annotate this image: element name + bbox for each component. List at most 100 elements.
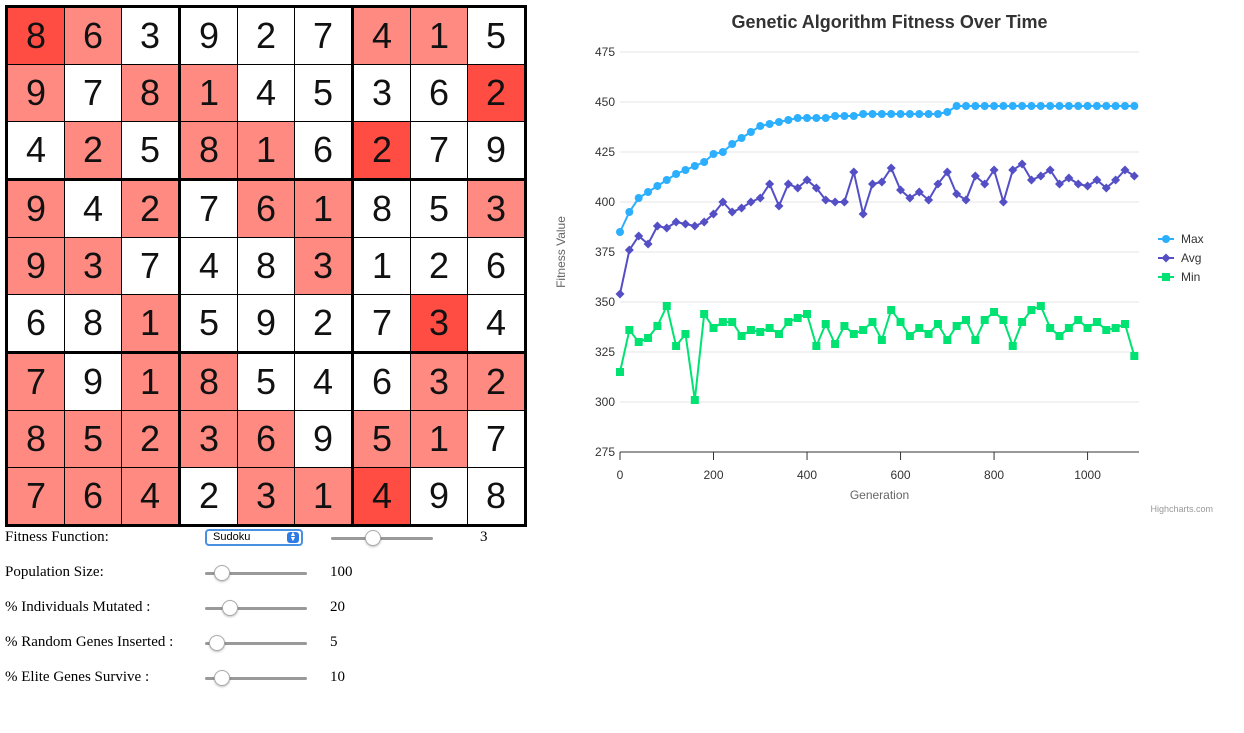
y-axis-label: Fitness Value <box>554 216 568 288</box>
data-point <box>1129 171 1139 181</box>
data-point <box>952 322 961 330</box>
data-point <box>737 203 747 213</box>
data-point <box>662 302 671 310</box>
data-point <box>830 197 840 207</box>
data-point <box>615 289 625 299</box>
data-point <box>887 306 896 314</box>
data-point <box>765 120 774 128</box>
data-point <box>1111 324 1120 332</box>
data-point <box>662 176 671 184</box>
sudoku-cell: 8 <box>179 352 238 411</box>
data-point <box>728 140 737 148</box>
sudoku-cell: 3 <box>467 179 527 238</box>
data-point <box>1092 102 1101 110</box>
data-point <box>858 209 868 219</box>
data-point <box>962 102 970 110</box>
sudoku-cell: 3 <box>237 467 295 527</box>
data-point <box>690 221 700 231</box>
data-point <box>999 102 1008 110</box>
sudoku-cell: 3 <box>352 64 411 122</box>
sudoku-cell: 5 <box>64 410 122 468</box>
sudoku-cell: 8 <box>237 237 295 295</box>
population-size-value: 100 <box>330 564 353 580</box>
data-point <box>644 188 653 196</box>
data-point <box>971 336 980 344</box>
data-point <box>616 368 624 376</box>
y-tick-label: 325 <box>595 345 615 359</box>
data-point <box>867 179 877 189</box>
data-point <box>783 179 793 189</box>
elite-genes-slider[interactable] <box>205 670 307 686</box>
x-tick-label: 0 <box>617 468 624 482</box>
slider-thumb[interactable] <box>209 635 226 651</box>
sudoku-cell: 9 <box>294 410 354 468</box>
data-point <box>849 112 858 120</box>
fitness-function-label: Fitness Function: <box>5 529 109 545</box>
data-point <box>681 330 690 338</box>
data-point <box>999 316 1008 324</box>
data-point <box>915 110 924 118</box>
data-point <box>924 110 933 118</box>
fitness-function-select[interactable]: Sudoku ▲ ▼ <box>205 529 303 546</box>
sudoku-cell: 6 <box>64 467 122 527</box>
mutated-slider[interactable] <box>205 600 307 616</box>
data-point <box>1083 181 1093 191</box>
sudoku-cell: 9 <box>237 294 295 354</box>
data-point <box>905 332 914 340</box>
sudoku-cell: 2 <box>467 352 527 411</box>
sudoku-cell: 2 <box>237 5 295 65</box>
data-point <box>933 110 942 118</box>
sudoku-cell: 2 <box>410 237 468 295</box>
random-genes-slider[interactable] <box>205 635 307 651</box>
sudoku-cell: 5 <box>352 410 411 468</box>
population-size-slider[interactable] <box>205 565 307 581</box>
data-point <box>727 207 737 217</box>
data-point <box>1064 324 1073 332</box>
slider-thumb[interactable] <box>365 530 382 546</box>
sudoku-cell: 8 <box>121 64 181 122</box>
slider-track <box>205 572 307 575</box>
data-point <box>1073 179 1083 189</box>
sudoku-cell: 5 <box>237 352 295 411</box>
sudoku-cell: 8 <box>5 5 65 65</box>
data-point <box>811 183 821 193</box>
sudoku-cell: 2 <box>121 410 181 468</box>
data-point <box>1046 324 1055 332</box>
data-point <box>680 219 690 229</box>
population-size-label: Population Size: <box>5 564 104 580</box>
data-point <box>831 340 840 348</box>
data-point <box>933 320 942 328</box>
data-point <box>681 166 690 174</box>
slider-thumb[interactable] <box>222 600 239 616</box>
data-point <box>1083 324 1092 332</box>
fitness-param-slider[interactable] <box>331 530 433 546</box>
sudoku-cell: 2 <box>467 64 527 122</box>
legend-item-max: Max <box>1181 232 1204 246</box>
sudoku-cell: 1 <box>294 179 354 238</box>
data-point <box>998 197 1008 207</box>
data-point <box>700 158 709 166</box>
data-point <box>1074 316 1083 324</box>
y-tick-label: 400 <box>595 195 615 209</box>
data-point <box>1111 102 1120 110</box>
data-point <box>718 197 728 207</box>
data-point <box>1018 102 1027 110</box>
y-tick-label: 475 <box>595 45 615 59</box>
data-point <box>905 110 914 118</box>
sudoku-cell: 3 <box>410 352 468 411</box>
slider-thumb[interactable] <box>213 565 230 581</box>
sudoku-cell: 7 <box>64 64 122 122</box>
data-point <box>877 177 887 187</box>
sudoku-cell: 5 <box>179 294 238 354</box>
data-point <box>849 167 859 177</box>
sudoku-cell: 3 <box>410 294 468 354</box>
slider-track <box>205 607 307 610</box>
data-point <box>1092 175 1102 185</box>
x-tick-label: 200 <box>703 468 723 482</box>
sudoku-cell: 8 <box>467 467 527 527</box>
slider-thumb[interactable] <box>213 670 230 686</box>
data-point <box>634 231 644 241</box>
